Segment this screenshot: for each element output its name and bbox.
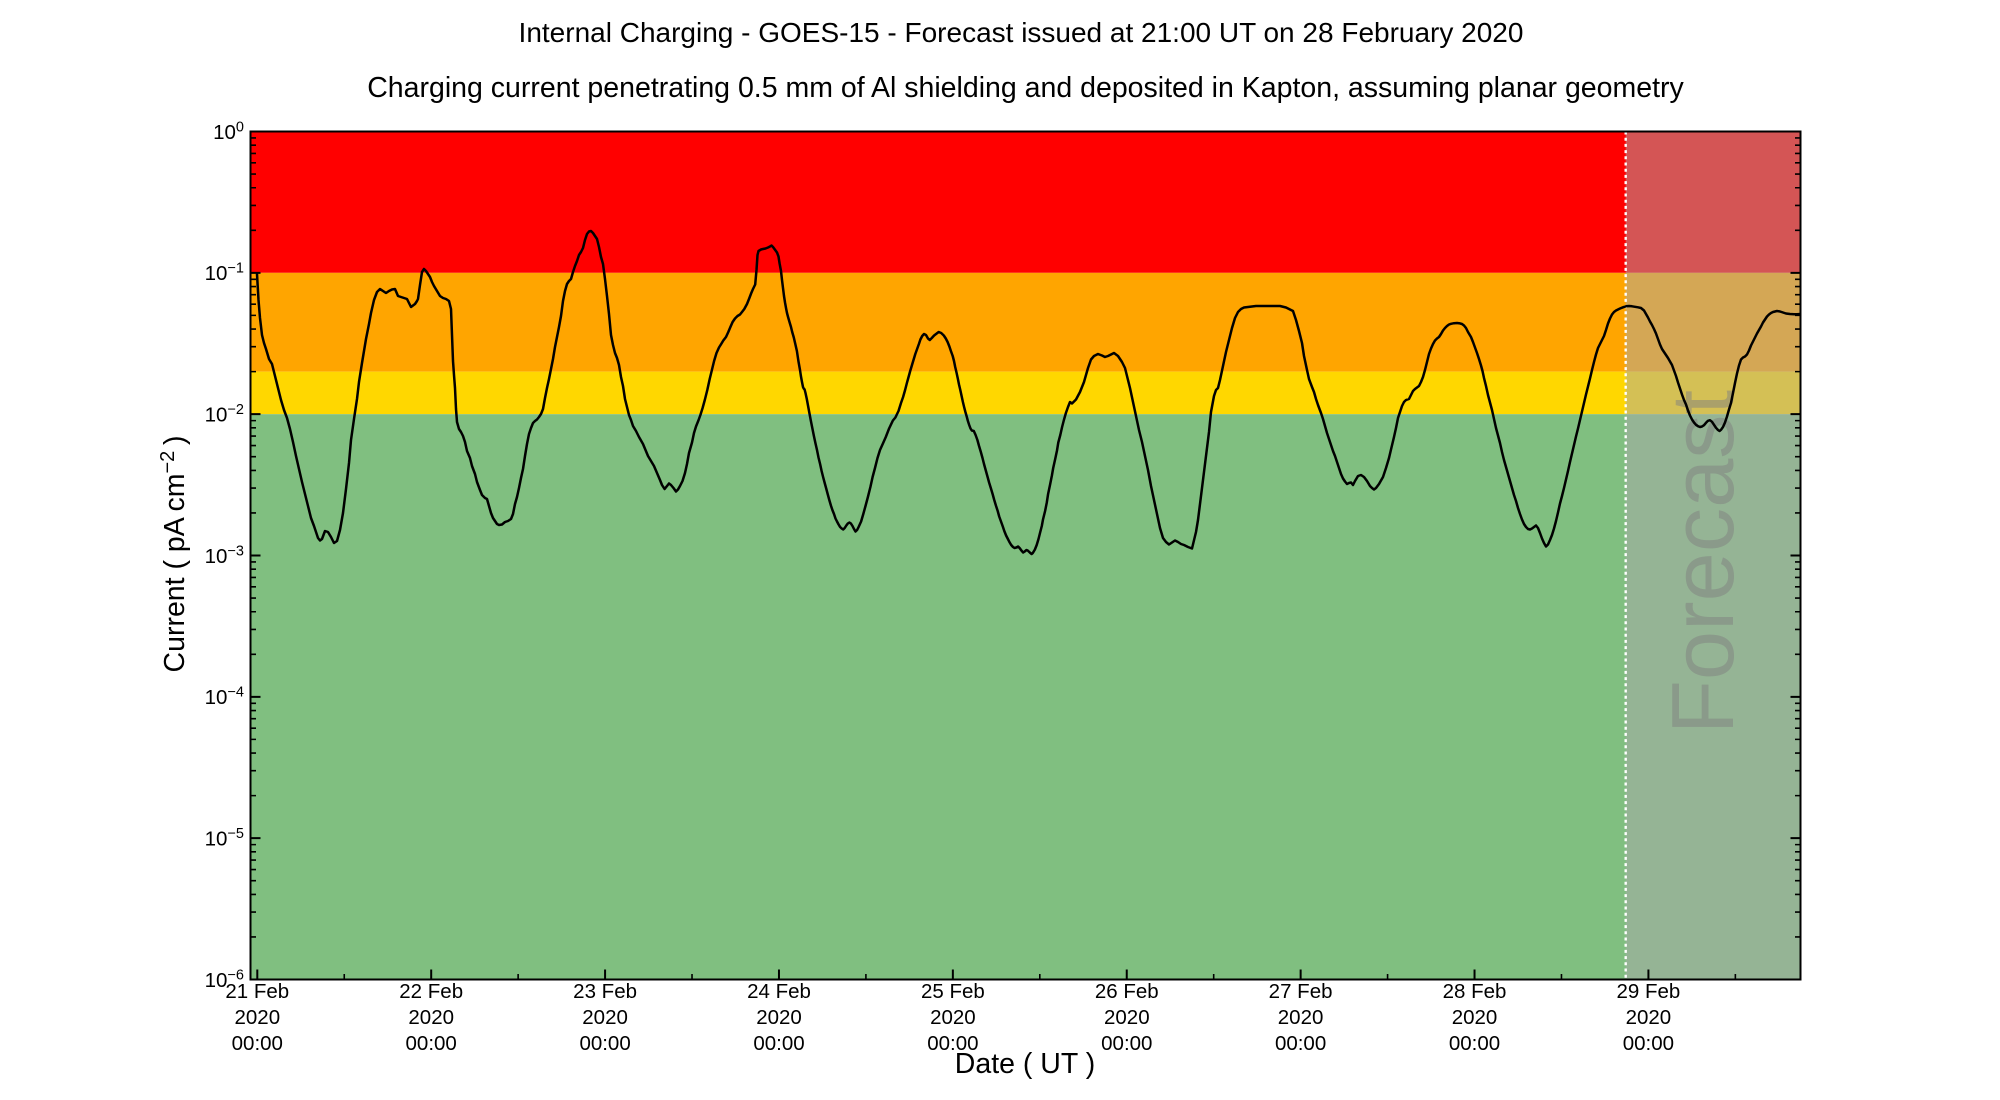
svg-text:Charging current penetrating 0: Charging current penetrating 0.5 mm of A… — [367, 72, 1684, 104]
svg-text:Current ( pA cm−2 ): Current ( pA cm−2 ) — [157, 436, 191, 673]
svg-text:10−4: 10−4 — [205, 685, 244, 710]
svg-text:Internal Charging - GOES-15 -: Internal Charging - GOES-15 - Forecast i… — [519, 17, 1524, 48]
svg-text:10−2: 10−2 — [205, 402, 244, 427]
svg-text:Date ( UT ): Date ( UT ) — [955, 1048, 1095, 1080]
svg-text:Forecast: Forecast — [1653, 390, 1752, 734]
